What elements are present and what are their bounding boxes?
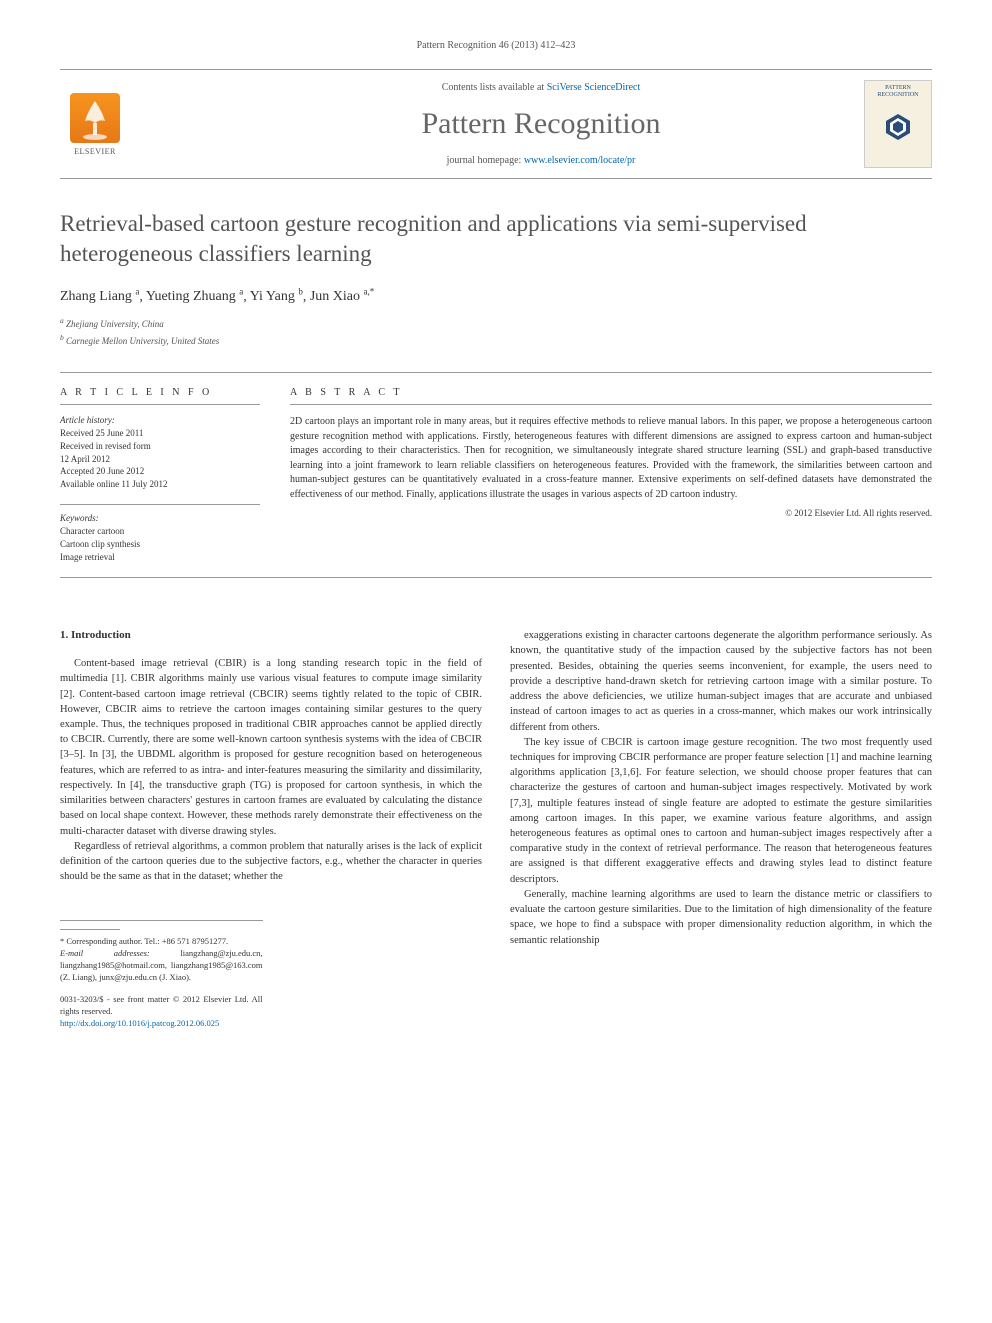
abstract-block: A B S T R A C T 2D cartoon plays an impo… bbox=[290, 387, 932, 563]
affiliation-b: b Carnegie Mellon University, United Sta… bbox=[60, 332, 932, 349]
para-l2: Regardless of retrieval algorithms, a co… bbox=[60, 839, 482, 885]
elsevier-tree-icon bbox=[70, 93, 120, 143]
affiliations: a Zhejiang University, China b Carnegie … bbox=[60, 315, 932, 348]
abstract-text: 2D cartoon plays an important role in ma… bbox=[290, 415, 932, 502]
para-r1: exaggerations existing in character cart… bbox=[510, 628, 932, 735]
abstract-heading: A B S T R A C T bbox=[290, 387, 932, 405]
page-root: Pattern Recognition 46 (2013) 412–423 EL… bbox=[0, 0, 992, 1070]
author-list: Zhang Liang a, Yueting Zhuang a, Yi Yang… bbox=[60, 287, 932, 306]
journal-header: ELSEVIER Contents lists available at Sci… bbox=[60, 69, 932, 179]
footer-rule bbox=[60, 929, 120, 930]
article-info-heading: A R T I C L E I N F O bbox=[60, 387, 260, 405]
contents-prefix: Contents lists available at bbox=[442, 82, 547, 93]
cover-title: PATTERN RECOGNITION bbox=[869, 85, 927, 98]
keyword-1: Character cartoon bbox=[60, 525, 260, 538]
journal-cover-thumbnail: PATTERN RECOGNITION bbox=[864, 80, 932, 168]
journal-reference: Pattern Recognition 46 (2013) 412–423 bbox=[60, 40, 932, 51]
history-online: Available online 11 July 2012 bbox=[60, 478, 260, 491]
keywords-label: Keywords: bbox=[60, 504, 260, 523]
author-4: Jun Xiao a,* bbox=[310, 289, 374, 304]
journal-homepage-line: journal homepage: www.elsevier.com/locat… bbox=[150, 155, 932, 166]
para-r2: The key issue of CBCIR is cartoon image … bbox=[510, 735, 932, 887]
para-l1: Content-based image retrieval (CBIR) is … bbox=[60, 656, 482, 839]
info-abstract-row: A R T I C L E I N F O Article history: R… bbox=[60, 372, 932, 578]
elsevier-label: ELSEVIER bbox=[74, 147, 116, 156]
article-title: Retrieval-based cartoon gesture recognit… bbox=[60, 209, 932, 269]
email-line: E-mail addresses: liangzhang@zju.edu.cn,… bbox=[60, 948, 263, 984]
keyword-2: Cartoon clip synthesis bbox=[60, 538, 260, 551]
history-label: Article history: bbox=[60, 415, 260, 425]
cover-hex-icon bbox=[883, 112, 913, 142]
para-r3: Generally, machine learning algorithms a… bbox=[510, 887, 932, 948]
contents-available-line: Contents lists available at SciVerse Sci… bbox=[150, 82, 932, 93]
column-right: exaggerations existing in character cart… bbox=[510, 628, 932, 1029]
homepage-prefix: journal homepage: bbox=[447, 155, 524, 166]
history-accepted: Accepted 20 June 2012 bbox=[60, 465, 260, 478]
header-center: Contents lists available at SciVerse Sci… bbox=[150, 82, 932, 166]
body-two-column: 1. Introduction Content-based image retr… bbox=[60, 628, 932, 1029]
column-left: 1. Introduction Content-based image retr… bbox=[60, 628, 482, 1029]
email-label: E-mail addresses: bbox=[60, 948, 150, 958]
issn-line: 0031-3203/$ - see front matter © 2012 El… bbox=[60, 994, 263, 1018]
history-revised-1: Received in revised form bbox=[60, 440, 260, 453]
history-revised-2: 12 April 2012 bbox=[60, 453, 260, 466]
corresponding-author-line: * Corresponding author. Tel.: +86 571 87… bbox=[60, 936, 263, 948]
doi-link[interactable]: http://dx.doi.org/10.1016/j.patcog.2012.… bbox=[60, 1018, 219, 1028]
article-info-block: A R T I C L E I N F O Article history: R… bbox=[60, 387, 260, 563]
author-2: Yueting Zhuang a bbox=[146, 289, 243, 304]
affiliation-a: a Zhejiang University, China bbox=[60, 315, 932, 332]
elsevier-logo: ELSEVIER bbox=[60, 84, 130, 164]
keyword-3: Image retrieval bbox=[60, 551, 260, 564]
section-1-heading: 1. Introduction bbox=[60, 628, 482, 644]
footer-block: * Corresponding author. Tel.: +86 571 87… bbox=[60, 920, 263, 1029]
journal-title: Pattern Recognition bbox=[150, 107, 932, 141]
history-received: Received 25 June 2011 bbox=[60, 427, 260, 440]
abstract-copyright: © 2012 Elsevier Ltd. All rights reserved… bbox=[290, 508, 932, 518]
sciencedirect-link[interactable]: SciVerse ScienceDirect bbox=[547, 82, 641, 93]
author-1: Zhang Liang a bbox=[60, 289, 139, 304]
doi-line: http://dx.doi.org/10.1016/j.patcog.2012.… bbox=[60, 1018, 263, 1030]
author-3: Yi Yang b bbox=[250, 289, 303, 304]
homepage-link[interactable]: www.elsevier.com/locate/pr bbox=[524, 155, 636, 166]
